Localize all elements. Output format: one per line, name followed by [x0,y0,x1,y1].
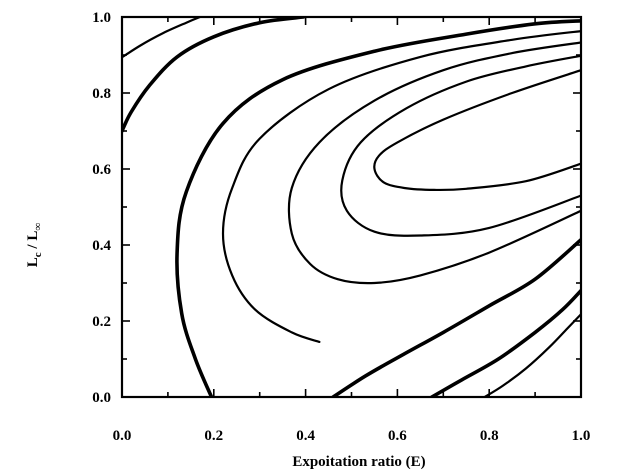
contour-line-4 [221,30,581,343]
x-tick-label: 0.2 [204,428,223,444]
x-tick-label: 0.4 [296,428,315,444]
contour-line-9 [430,288,581,397]
contour-line-8 [331,237,581,397]
plot-frame [120,15,583,399]
x-tick-label: 0.6 [388,428,407,444]
y-axis-title-sub2: ∞ [32,223,44,231]
axis-ticks [121,16,582,398]
y-tick-label: 0.6 [92,162,111,178]
y-tick-label: 0.0 [92,390,111,406]
x-tick-label: 0.8 [480,428,499,444]
y-tick-labels: 0.0 0.2 0.4 0.6 0.8 1.0 [92,10,111,406]
x-tick-label: 1.0 [572,428,591,444]
contour-lines [122,17,581,397]
y-tick-label: 0.2 [92,314,111,330]
y-axis-title-main2: L [25,231,41,241]
contour-line-2 [122,17,306,133]
contour-line-1 [122,17,202,59]
x-tick-labels: 0.0 0.2 0.4 0.6 0.8 1.0 [113,428,591,444]
x-tick-label: 0.0 [113,428,132,444]
y-tick-label: 1.0 [92,10,111,26]
y-axis-title-sep: / [25,241,41,253]
y-tick-label: 0.4 [92,238,111,254]
contour-line-7 [373,69,581,192]
contour-line-6 [340,54,581,237]
y-axis-title-sub1: c [32,252,44,257]
contour-line-3 [175,19,581,397]
contour-line-5 [287,41,581,285]
y-axis-title-main1: L [25,257,41,267]
contour-line-10 [483,313,581,397]
x-axis-title: Expoitation ratio (E) [292,454,425,470]
y-axis-title: Lc / L∞ [25,223,44,268]
y-tick-label: 0.8 [92,86,111,102]
